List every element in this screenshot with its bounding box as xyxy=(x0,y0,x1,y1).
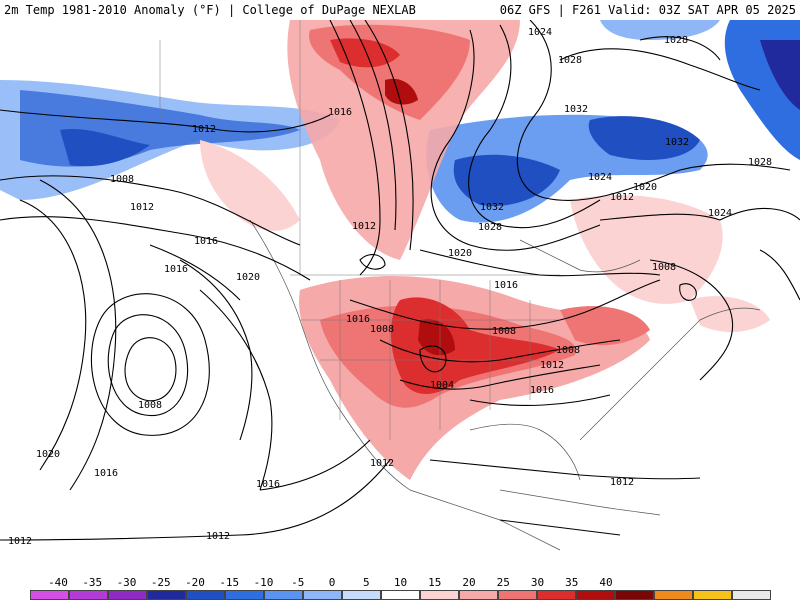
colorbar-segment xyxy=(537,590,576,600)
colorbar-segment xyxy=(108,590,147,600)
colorbar-tick-label: -5 xyxy=(291,576,305,589)
isobar-label: 1016 xyxy=(494,280,518,291)
isobar-label: 1016 xyxy=(256,479,280,490)
isobar-label: 1008 xyxy=(492,326,516,337)
colorbar-tick-label: 25 xyxy=(496,576,510,589)
colorbar-segment xyxy=(615,590,654,600)
isobar-label: 1020 xyxy=(36,449,60,460)
colorbar-segment xyxy=(420,590,459,600)
isobars xyxy=(0,20,800,541)
anomaly-colorbar: -40 -35 -30 -25 -20 -15 -10 -5 0 5 10 15 20 25 30 35 40 xyxy=(0,576,800,600)
colorbar-segment xyxy=(303,590,342,600)
isobar-label: 1012 xyxy=(352,221,376,232)
colorbar-segment xyxy=(459,590,498,600)
isobar-label: 1008 xyxy=(110,174,134,185)
colorbar-tick-label: 20 xyxy=(462,576,476,589)
map-header: 2m Temp 1981-2010 Anomaly (°F) | College… xyxy=(0,0,800,20)
isobar-label: 1032 xyxy=(564,104,588,115)
isobar-label: 1008 xyxy=(652,262,676,273)
isobar-label: 1016 xyxy=(328,107,352,118)
isobar-label: 1008 xyxy=(556,345,580,356)
cold-anomaly-areas xyxy=(0,20,800,223)
colorbar-tick-label: 15 xyxy=(428,576,442,589)
isobar-label: 1020 xyxy=(633,182,657,193)
isobar-label: 1004 xyxy=(430,380,454,391)
isobar-label: 1024 xyxy=(588,172,612,183)
isobar-label: 1016 xyxy=(164,264,188,275)
colorbar-segment xyxy=(732,590,771,600)
colorbar-tick-label: -10 xyxy=(253,576,274,589)
isobar-labels: 1024 1028 1028 1032 1016 1012 1008 1012 … xyxy=(8,27,772,547)
colorbar-tick-label: 40 xyxy=(599,576,613,589)
isobar-label: 1012 xyxy=(130,202,154,213)
warm-anomaly-areas xyxy=(200,20,770,480)
colorbar-segment xyxy=(264,590,303,600)
isobar-label: 1016 xyxy=(530,385,554,396)
colorbar-tick-label: -25 xyxy=(150,576,171,589)
colorbar-segment xyxy=(576,590,615,600)
isobar-label: 1020 xyxy=(236,272,260,283)
colorbar-segment xyxy=(342,590,381,600)
isobar-label: 1032 xyxy=(665,137,689,148)
colorbar-segment xyxy=(498,590,537,600)
isobar-label: 1012 xyxy=(8,536,32,547)
isobar-label: 1016 xyxy=(194,236,218,247)
colorbar-tick-label: 0 xyxy=(328,576,336,589)
isobar-label: 1032 xyxy=(480,202,504,213)
isobar-label: 1008 xyxy=(370,324,394,335)
map-title: 2m Temp 1981-2010 Anomaly (°F) | College… xyxy=(4,3,416,17)
isobar-label: 1024 xyxy=(708,208,732,219)
colorbar-segment xyxy=(69,590,108,600)
model-run-info: 06Z GFS | F261 Valid: 03Z SAT APR 05 202… xyxy=(499,3,796,17)
colorbar-tick-label: -15 xyxy=(219,576,240,589)
isobar-label: 1012 xyxy=(610,477,634,488)
isobar-label: 1028 xyxy=(664,35,688,46)
isobar-label: 1012 xyxy=(610,192,634,203)
isobar-label: 1020 xyxy=(448,248,472,259)
weather-map: 1024 1028 1028 1032 1016 1012 1008 1012 … xyxy=(0,20,800,576)
colorbar-segment xyxy=(225,590,264,600)
isobar-label: 1012 xyxy=(192,124,216,135)
isobar-label: 1028 xyxy=(478,222,502,233)
colorbar-segment xyxy=(693,590,732,600)
colorbar-segment xyxy=(147,590,186,600)
isobar-label: 1028 xyxy=(558,55,582,66)
colorbar-tick-label: -30 xyxy=(116,576,137,589)
colorbar-segment xyxy=(186,590,225,600)
colorbar-tick-label: -35 xyxy=(82,576,103,589)
colorbar-tick-label: -40 xyxy=(48,576,68,589)
isobar-label: 1024 xyxy=(528,27,552,38)
isobar-label: 1012 xyxy=(206,531,230,542)
colorbar-segment xyxy=(654,590,693,600)
colorbar-tick-label: 35 xyxy=(565,576,579,589)
isobar-label: 1012 xyxy=(540,360,564,371)
colorbar-segment xyxy=(30,590,69,600)
isobar-label: 1012 xyxy=(370,458,394,469)
colorbar-segment xyxy=(381,590,420,600)
colorbar-tick-label: 30 xyxy=(530,576,545,589)
colorbar-tick-label: 10 xyxy=(393,576,408,589)
colorbar-tick-label: 5 xyxy=(362,576,370,589)
isobar-label: 1008 xyxy=(138,400,162,411)
state-boundaries xyxy=(159,20,560,440)
map-canvas: 1024 1028 1028 1032 1016 1012 1008 1012 … xyxy=(0,20,800,551)
isobar-label: 1016 xyxy=(346,314,370,325)
colorbar-tick-label: -20 xyxy=(185,576,205,589)
isobar-label: 1016 xyxy=(94,468,118,479)
isobar-label: 1028 xyxy=(748,157,772,168)
